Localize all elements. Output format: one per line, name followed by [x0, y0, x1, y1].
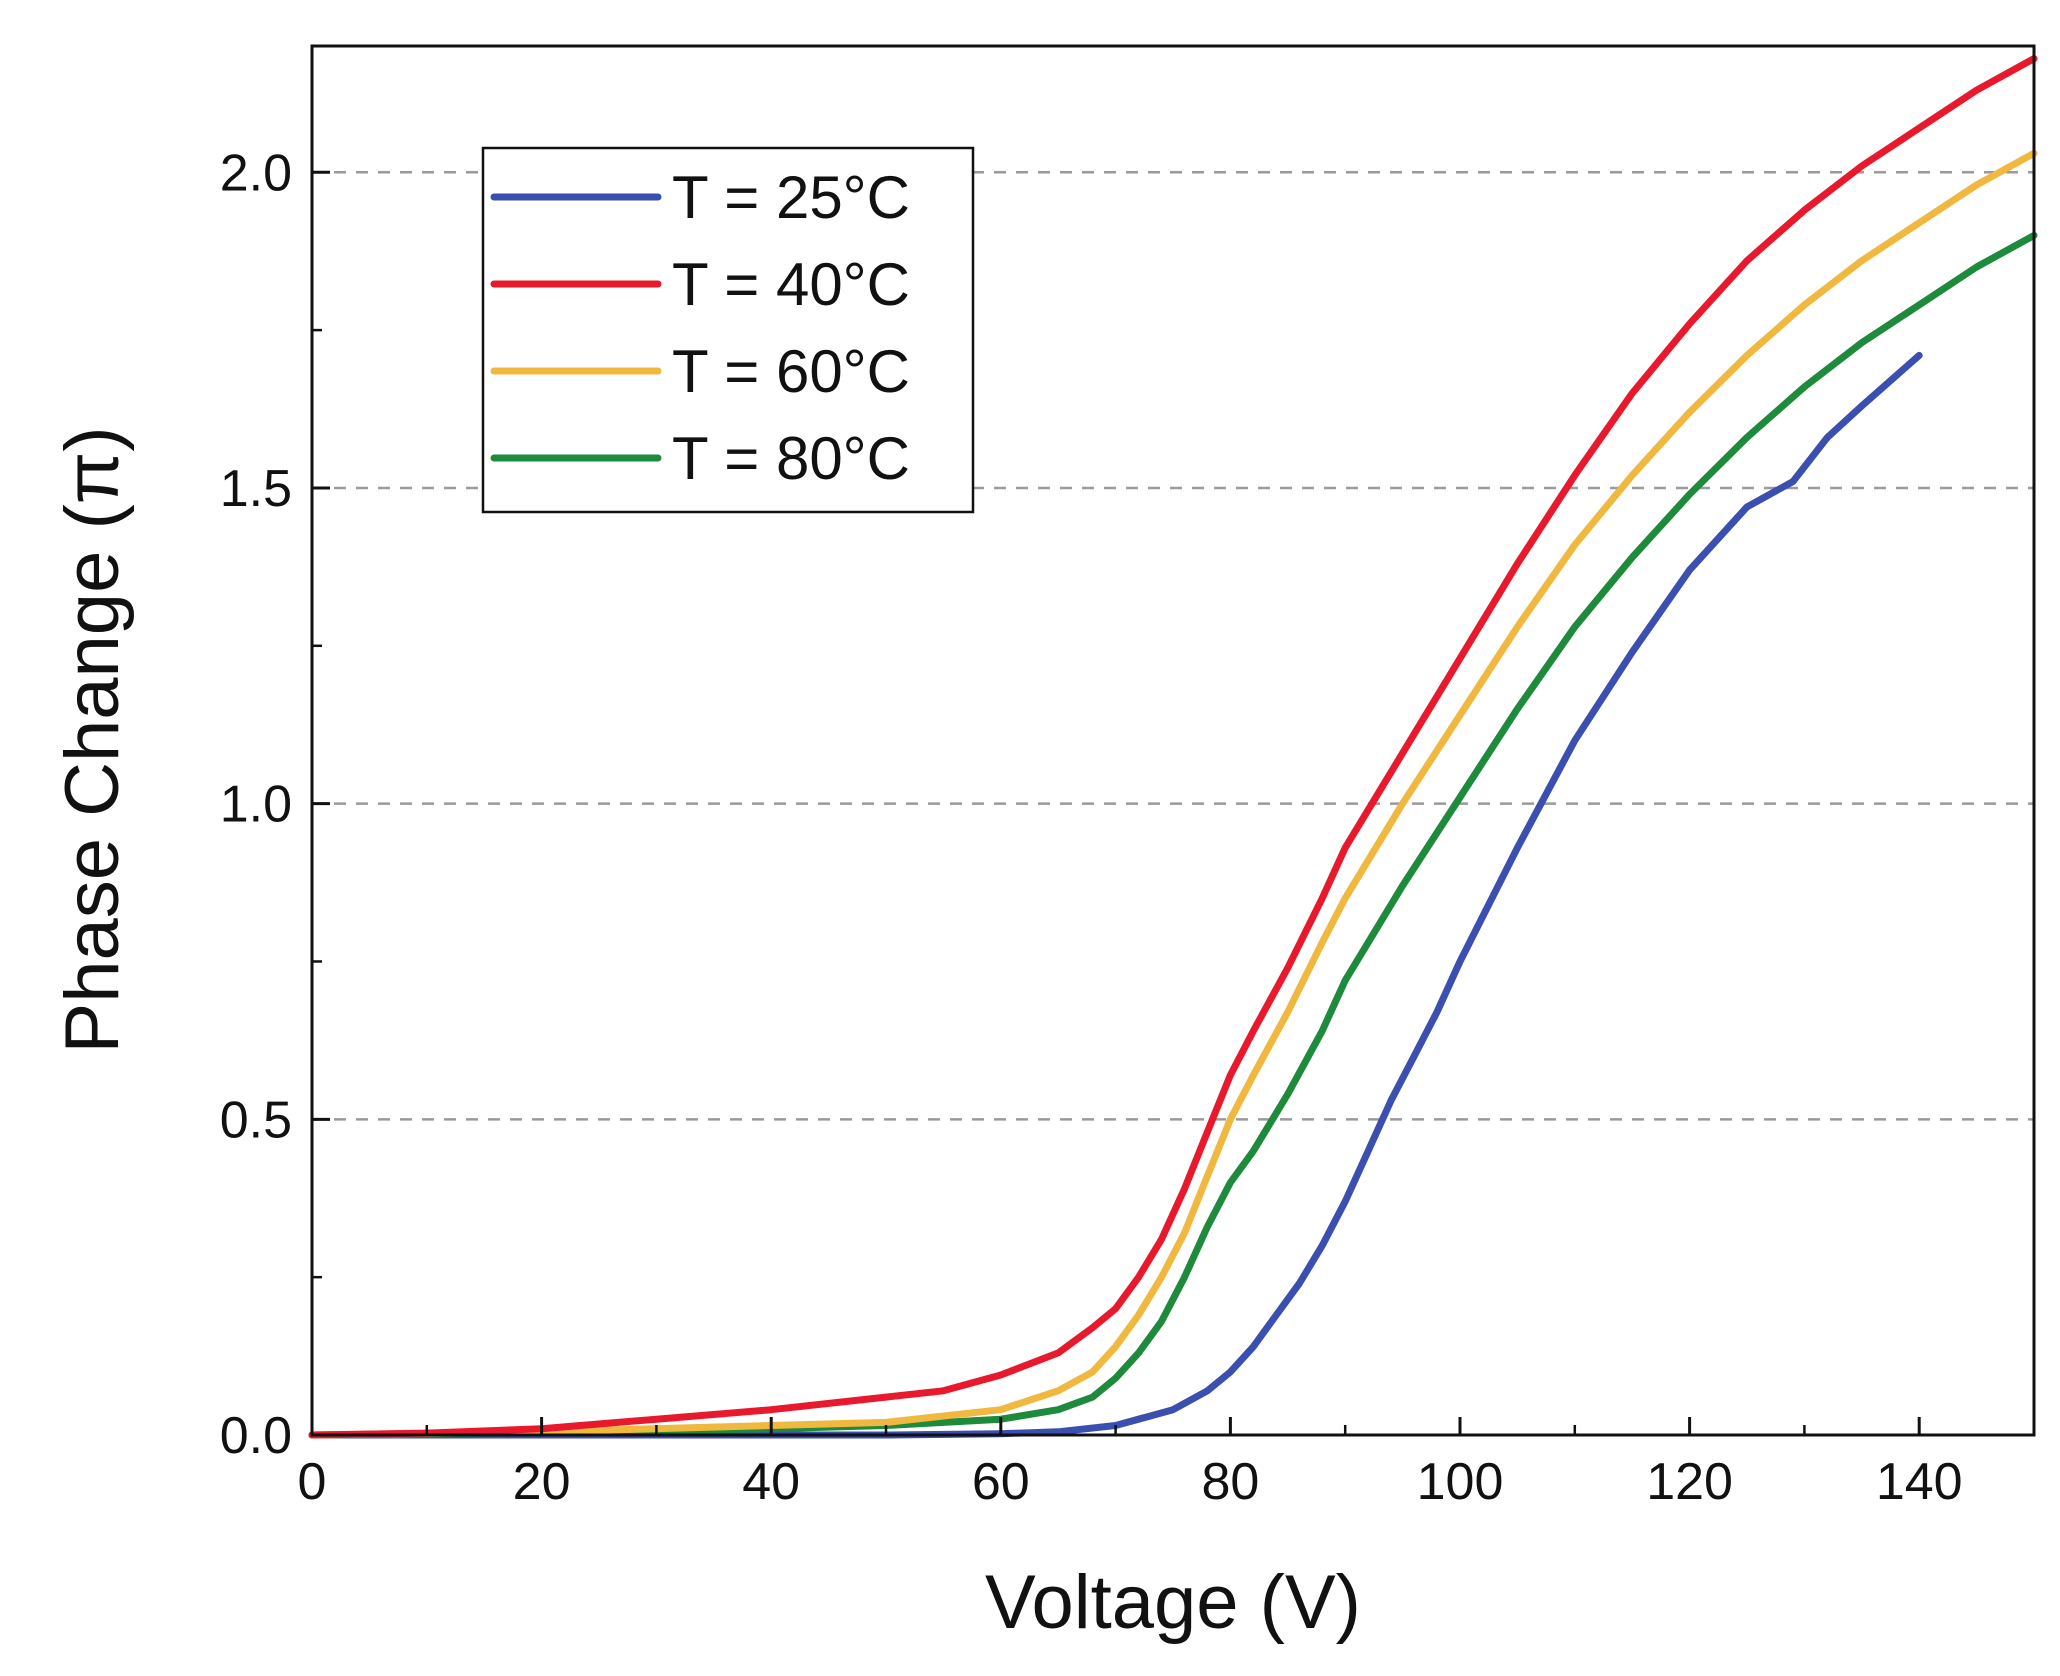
plot-frame [310, 44, 2036, 1437]
x-tick-label: 100 [1417, 1453, 1504, 1511]
y-tick-label: 0.5 [220, 1091, 292, 1149]
y-tick-labels: 0.0 0.5 1.0 1.5 2.0 [220, 144, 292, 1465]
legend-label: T = 25°C [672, 164, 910, 231]
x-tick-labels: 0 20 40 60 80 100 120 140 [298, 1453, 1963, 1511]
y-axis-title: Phase Change (π) [50, 427, 135, 1054]
axis-ticks [310, 170, 1921, 1437]
series-line-2 [308, 149, 2038, 1439]
legend-label: T = 60°C [672, 338, 910, 405]
y-tick-label: 2.0 [220, 144, 292, 202]
legend: T = 25°C T = 40°C T = 60°C T = 80°C [481, 146, 975, 514]
x-tick-label: 0 [298, 1453, 327, 1511]
x-tick-label: 40 [742, 1453, 800, 1511]
series-line-1 [308, 55, 2038, 1439]
legend-label: T = 80°C [672, 425, 910, 492]
x-axis-title: Voltage (V) [985, 1560, 1361, 1645]
y-tick-label: 1.0 [220, 776, 292, 834]
x-tick-label: 120 [1646, 1453, 1733, 1511]
legend-box [481, 146, 975, 514]
x-tick-label: 140 [1876, 1453, 1963, 1511]
series-line-0 [308, 351, 1923, 1439]
x-tick-label: 20 [513, 1453, 571, 1511]
series-lines [308, 55, 2038, 1439]
y-tick-label: 0.0 [220, 1407, 292, 1465]
x-tick-label: 80 [1201, 1453, 1259, 1511]
series-line-3 [308, 231, 2038, 1439]
legend-label: T = 40°C [672, 251, 910, 318]
y-tick-label: 1.5 [220, 460, 292, 518]
x-tick-label: 60 [972, 1453, 1030, 1511]
